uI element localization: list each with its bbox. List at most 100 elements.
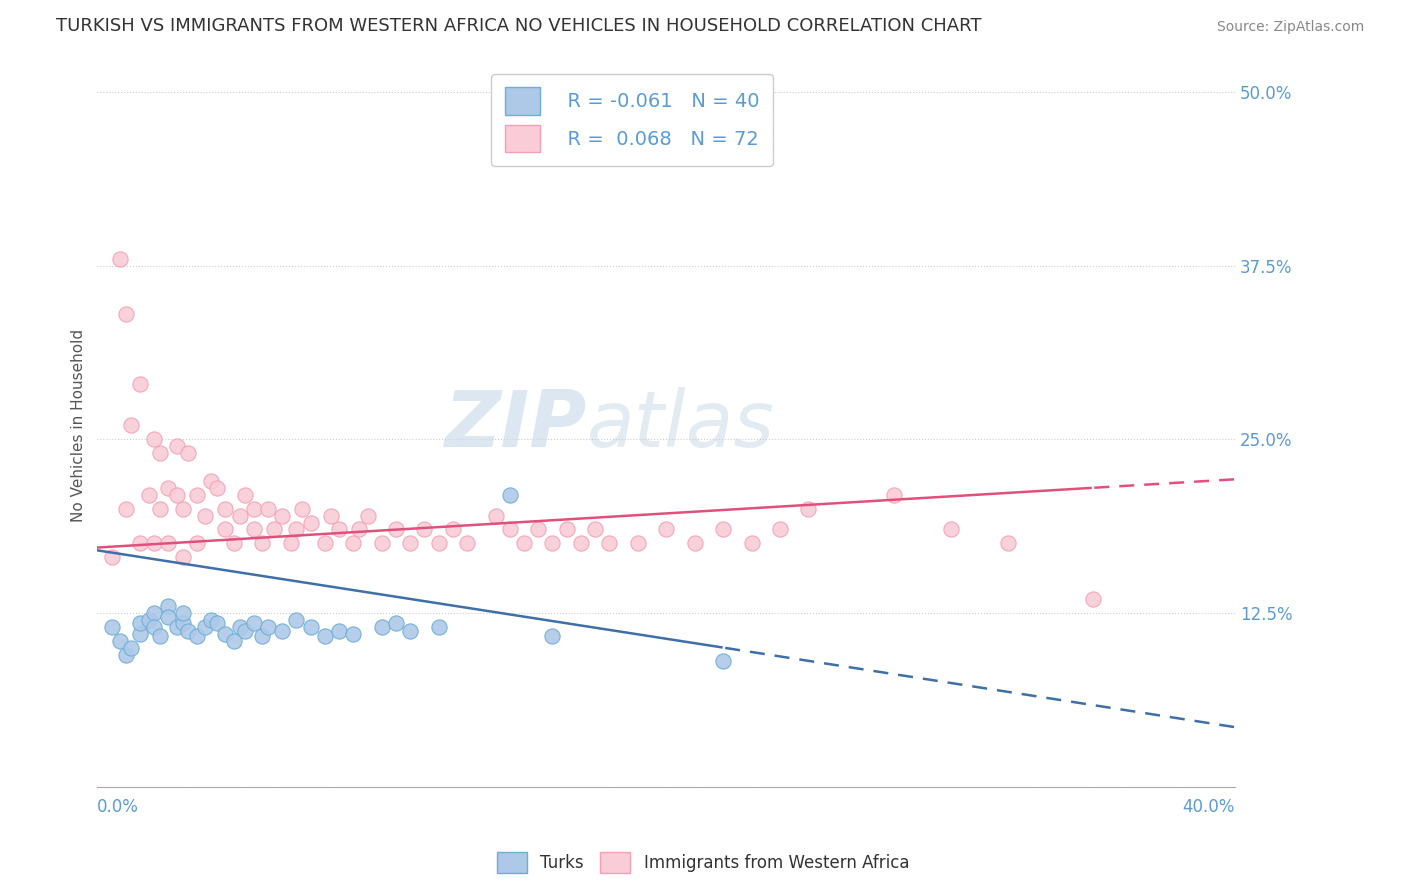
- Point: [149, 446, 172, 460]
- Text: 0.0%: 0.0%: [97, 797, 139, 816]
- Point: [541, 536, 564, 550]
- Point: [280, 536, 302, 550]
- Point: [1081, 591, 1104, 606]
- Point: [883, 488, 905, 502]
- Point: [222, 633, 245, 648]
- Point: [583, 523, 606, 537]
- Point: [385, 523, 408, 537]
- Point: [186, 488, 208, 502]
- Point: [177, 624, 200, 638]
- Point: [157, 599, 180, 613]
- Point: [205, 615, 228, 630]
- Legend:   R = -0.061   N = 40,   R =  0.068   N = 72: R = -0.061 N = 40, R = 0.068 N = 72: [491, 74, 773, 166]
- Point: [328, 624, 350, 638]
- Point: [711, 523, 734, 537]
- Point: [166, 620, 188, 634]
- Point: [121, 418, 143, 433]
- Point: [114, 501, 136, 516]
- Point: [100, 550, 122, 565]
- Point: [129, 376, 152, 391]
- Point: [143, 536, 166, 550]
- Point: [441, 523, 464, 537]
- Point: [769, 523, 792, 537]
- Point: [399, 624, 422, 638]
- Point: [356, 508, 378, 523]
- Point: [172, 550, 194, 565]
- Point: [413, 523, 436, 537]
- Point: [166, 439, 188, 453]
- Point: [129, 615, 152, 630]
- Point: [143, 620, 166, 634]
- Point: [314, 536, 336, 550]
- Text: 40.0%: 40.0%: [1182, 797, 1234, 816]
- Point: [291, 501, 314, 516]
- Point: [214, 523, 236, 537]
- Point: [243, 523, 266, 537]
- Point: [484, 508, 506, 523]
- Point: [299, 620, 322, 634]
- Point: [157, 536, 180, 550]
- Point: [513, 536, 536, 550]
- Legend: Turks, Immigrants from Western Africa: Turks, Immigrants from Western Africa: [491, 846, 915, 880]
- Point: [456, 536, 478, 550]
- Point: [271, 508, 294, 523]
- Point: [427, 536, 450, 550]
- Point: [527, 523, 550, 537]
- Point: [569, 536, 592, 550]
- Point: [228, 620, 250, 634]
- Point: [252, 630, 274, 644]
- Point: [939, 523, 962, 537]
- Point: [342, 626, 364, 640]
- Point: [285, 523, 308, 537]
- Point: [271, 624, 294, 638]
- Point: [797, 501, 820, 516]
- Point: [114, 307, 136, 321]
- Text: atlas: atlas: [586, 387, 775, 463]
- Point: [342, 536, 364, 550]
- Point: [741, 536, 763, 550]
- Point: [143, 432, 166, 446]
- Point: [186, 536, 208, 550]
- Point: [166, 488, 188, 502]
- Point: [555, 523, 578, 537]
- Point: [108, 252, 131, 266]
- Text: ZIP: ZIP: [444, 387, 586, 463]
- Point: [114, 648, 136, 662]
- Point: [371, 620, 394, 634]
- Point: [655, 523, 678, 537]
- Text: TURKISH VS IMMIGRANTS FROM WESTERN AFRICA NO VEHICLES IN HOUSEHOLD CORRELATION C: TURKISH VS IMMIGRANTS FROM WESTERN AFRIC…: [56, 17, 981, 35]
- Point: [194, 508, 217, 523]
- Point: [347, 523, 370, 537]
- Point: [243, 501, 266, 516]
- Point: [138, 613, 160, 627]
- Point: [385, 615, 408, 630]
- Point: [263, 523, 285, 537]
- Point: [399, 536, 422, 550]
- Point: [108, 633, 131, 648]
- Point: [285, 613, 308, 627]
- Point: [541, 630, 564, 644]
- Point: [194, 620, 217, 634]
- Point: [200, 613, 222, 627]
- Point: [499, 488, 522, 502]
- Point: [257, 620, 280, 634]
- Point: [257, 501, 280, 516]
- Point: [228, 508, 250, 523]
- Point: [997, 536, 1019, 550]
- Point: [314, 630, 336, 644]
- Point: [214, 501, 236, 516]
- Point: [149, 501, 172, 516]
- Point: [319, 508, 342, 523]
- Point: [200, 474, 222, 488]
- Point: [627, 536, 650, 550]
- Point: [172, 606, 194, 620]
- Point: [149, 630, 172, 644]
- Point: [222, 536, 245, 550]
- Point: [243, 615, 266, 630]
- Text: Source: ZipAtlas.com: Source: ZipAtlas.com: [1216, 21, 1364, 34]
- Point: [157, 481, 180, 495]
- Point: [100, 620, 122, 634]
- Point: [598, 536, 620, 550]
- Point: [233, 624, 256, 638]
- Point: [143, 606, 166, 620]
